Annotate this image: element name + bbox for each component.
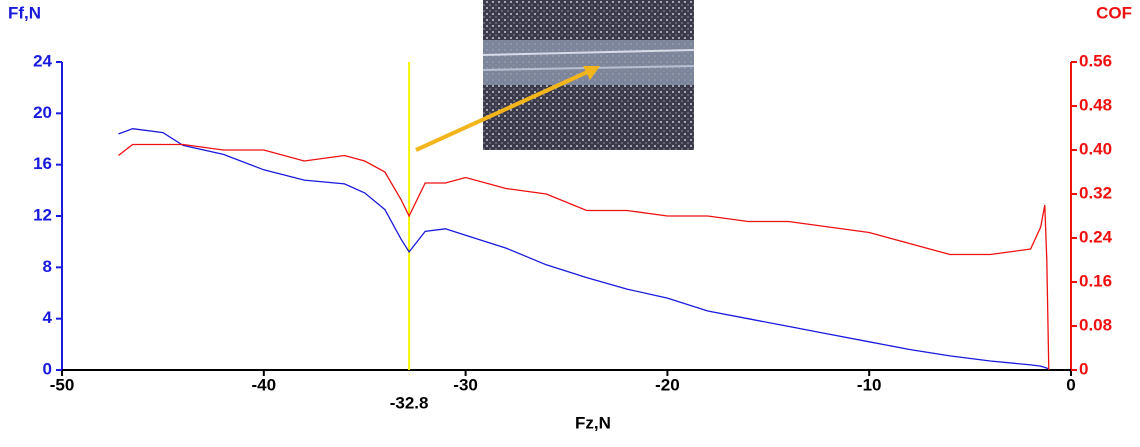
y2-tick-label: 0.16 — [1079, 271, 1112, 290]
y-tick-label: 20 — [33, 103, 52, 122]
y2-axis-label: COF — [1096, 3, 1132, 22]
y-tick-label: 8 — [43, 257, 52, 276]
y2-tick-label: 0.56 — [1079, 51, 1112, 70]
y2-tick-label: 0.48 — [1079, 95, 1112, 114]
x-tick-label: -20 — [655, 375, 680, 394]
reference-label: -32.8 — [390, 393, 429, 412]
y2-tick-label: 0.40 — [1079, 139, 1112, 158]
y-tick-label: 16 — [33, 154, 52, 173]
y2-tick-label: 0.24 — [1079, 227, 1113, 246]
micrograph-inset — [482, 0, 695, 150]
series-line — [118, 128, 1049, 370]
x-tick-label: -30 — [453, 375, 478, 394]
arrow-head — [583, 66, 600, 80]
y2-tick-label: 0 — [1079, 359, 1088, 378]
series-line — [118, 143, 1050, 371]
arrow — [415, 67, 595, 152]
x-axis-label: Fz,N — [575, 413, 611, 432]
x-tick-label: -10 — [857, 375, 882, 394]
x-tick-label: -50 — [50, 375, 75, 394]
y-axis-label: Ff,N — [8, 3, 41, 22]
y2-tick-label: 0.32 — [1079, 183, 1112, 202]
y-tick-label: 0 — [43, 359, 52, 378]
y-tick-label: 12 — [33, 205, 52, 224]
y-tick-label: 24 — [33, 51, 52, 70]
x-tick-label: 0 — [1066, 375, 1075, 394]
y2-tick-label: 0.08 — [1079, 315, 1112, 334]
x-tick-label: -40 — [252, 375, 277, 394]
y-tick-label: 4 — [43, 308, 53, 327]
